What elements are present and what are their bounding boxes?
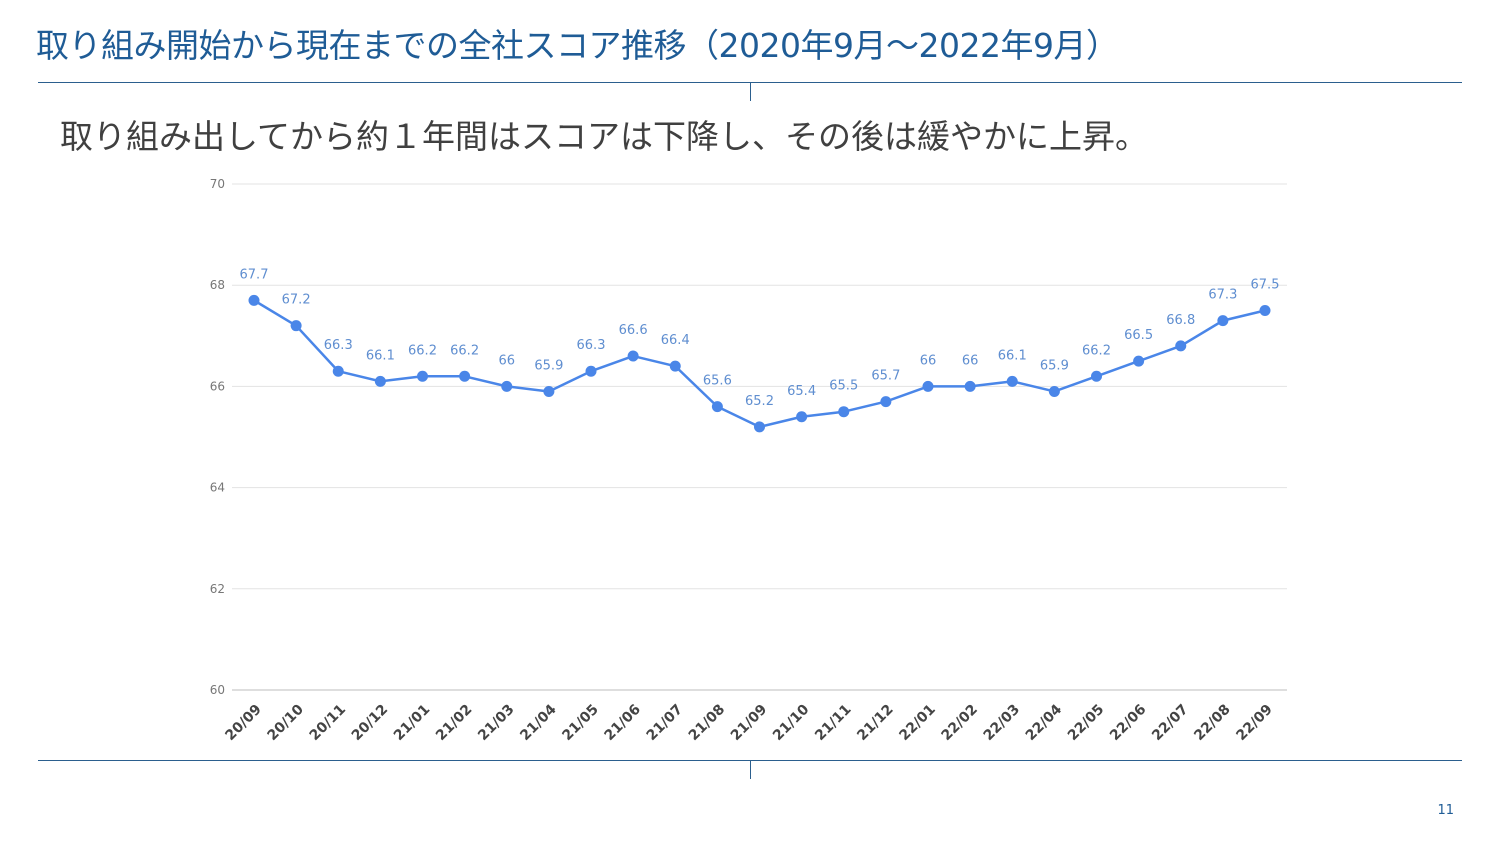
data-label: 66: [962, 353, 979, 368]
chart-points: [248, 294, 1271, 433]
data-label: 65.2: [745, 394, 774, 409]
data-point: [374, 375, 386, 387]
data-point: [1048, 385, 1060, 397]
data-label: 66.1: [366, 348, 395, 363]
data-label: 66.4: [661, 333, 690, 348]
data-point: [501, 380, 513, 392]
x-tick-label: 22/05: [1065, 702, 1107, 744]
data-label: 67.5: [1251, 278, 1280, 293]
summary-text: 取り組み出してから約１年間はスコアは下降し、その後は緩やかに上昇。: [60, 117, 1149, 156]
data-label: 66: [920, 353, 937, 368]
page-title: 取り組み開始から現在までの全社スコア推移（2020年9月〜2022年9月）: [36, 26, 1119, 65]
page-number: 11: [1437, 803, 1454, 818]
chart-data-labels: 67.7 67.2 66.3 66.1 66.2 66.2 66 65.9 66.3 66.6 66…: [240, 267, 1280, 409]
y-axis-tick-labels: 60 62 64 66 68 70: [210, 177, 225, 697]
data-point: [964, 380, 976, 392]
x-tick-label: 20/12: [349, 702, 391, 744]
data-label: 67.2: [282, 293, 311, 308]
data-label: 66.5: [1124, 328, 1153, 343]
x-tick-label: 21/09: [728, 702, 770, 744]
data-point: [543, 385, 555, 397]
data-point: [880, 396, 892, 408]
x-tick-label: 21/05: [559, 702, 601, 744]
data-label: 66.2: [408, 343, 437, 358]
x-tick-label: 22/06: [1107, 702, 1149, 744]
data-point: [417, 370, 428, 382]
data-label: 66: [498, 353, 515, 368]
x-tick-label: 22/02: [938, 702, 980, 744]
x-tick-label: 21/08: [686, 702, 728, 744]
y-tick-label: 62: [210, 582, 225, 596]
data-label: 66.8: [1166, 313, 1195, 328]
data-point: [1006, 375, 1018, 387]
x-axis-tick-labels: 20/09 20/10 20/11 20/12 21/01 21/02 21/03 21/04…: [222, 701, 1275, 744]
x-tick-label: 22/07: [1149, 702, 1191, 744]
x-tick-label: 21/04: [517, 701, 560, 744]
x-tick-label: 21/03: [475, 702, 517, 744]
data-point: [838, 406, 850, 418]
data-point: [248, 294, 260, 306]
data-label: 66.2: [450, 343, 479, 358]
data-point: [1259, 305, 1271, 316]
data-point: [1217, 315, 1229, 327]
data-label: 66.6: [619, 323, 648, 338]
y-tick-label: 60: [210, 683, 225, 697]
x-tick-label: 21/01: [391, 702, 433, 744]
y-tick-label: 66: [210, 379, 225, 393]
data-point: [585, 365, 597, 377]
data-label: 65.4: [787, 384, 816, 399]
x-tick-label: 21/12: [854, 702, 896, 744]
header-divider: [38, 82, 1462, 83]
data-point: [1091, 370, 1102, 382]
data-label: 67.3: [1208, 288, 1237, 303]
data-point: [332, 365, 344, 377]
data-label: 66.3: [577, 338, 606, 353]
data-label: 66.1: [998, 348, 1027, 363]
x-tick-label: 21/02: [433, 702, 475, 744]
data-point: [796, 411, 808, 423]
x-tick-label: 22/08: [1191, 702, 1233, 744]
x-tick-label: 22/04: [1023, 701, 1066, 744]
data-label: 65.9: [534, 358, 563, 373]
data-point: [290, 320, 302, 332]
x-tick-label: 20/10: [264, 701, 307, 744]
data-point: [1133, 355, 1145, 367]
data-label: 67.7: [240, 267, 269, 282]
x-tick-label: 21/10: [770, 701, 813, 744]
x-tick-label: 20/09: [222, 702, 264, 744]
data-point: [1175, 340, 1187, 352]
x-tick-label: 20/11: [307, 702, 349, 744]
data-label: 65.6: [703, 374, 732, 389]
y-tick-label: 64: [210, 481, 225, 495]
chart-gridlines: [232, 183, 1287, 691]
data-point: [459, 370, 471, 382]
data-label: 66.2: [1082, 343, 1111, 358]
data-label: 65.9: [1040, 358, 1069, 373]
data-point: [711, 401, 723, 413]
y-tick-label: 70: [210, 177, 225, 191]
header-center-tick: [750, 83, 751, 101]
footer-divider: [38, 760, 1462, 761]
data-label: 65.5: [829, 379, 858, 394]
x-tick-label: 21/06: [601, 702, 643, 744]
data-point: [922, 380, 934, 392]
data-label: 66.3: [324, 338, 353, 353]
data-point: [669, 360, 681, 372]
footer-center-tick: [750, 761, 751, 779]
x-tick-label: 21/07: [644, 702, 686, 744]
data-label: 65.7: [871, 369, 900, 384]
x-tick-label: 21/11: [812, 702, 854, 744]
y-tick-label: 68: [210, 278, 225, 292]
data-point: [754, 421, 765, 433]
x-tick-label: 22/01: [896, 702, 938, 744]
x-tick-label: 22/09: [1233, 702, 1275, 744]
x-tick-label: 22/03: [981, 702, 1023, 744]
data-point: [627, 350, 639, 362]
